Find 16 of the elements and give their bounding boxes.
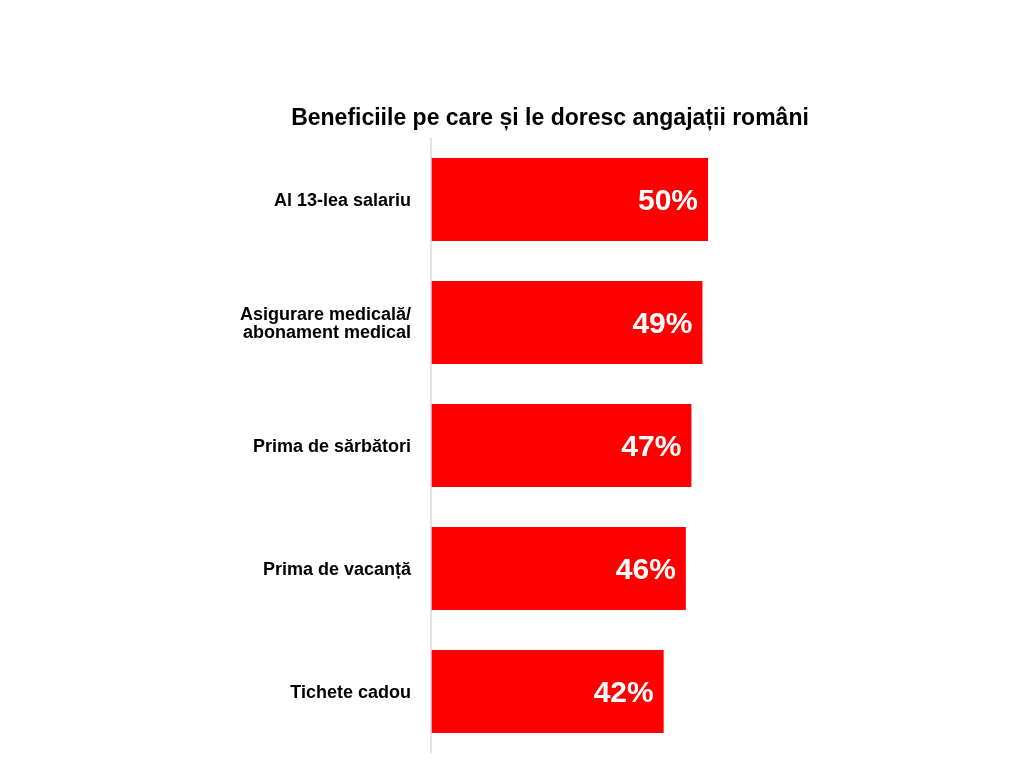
bar — [431, 527, 686, 610]
data-label: 47% — [621, 429, 682, 463]
y-tick-label: Prima de vacanță — [262, 558, 412, 579]
data-label: 46% — [615, 552, 676, 586]
y-tick-label: Al 13-lea salariu — [273, 189, 411, 210]
y-tick-label: Prima de sărbători — [252, 435, 411, 456]
bar — [431, 281, 703, 364]
chart-title: Beneficiile pe care și le doresc angajații români — [290, 103, 810, 133]
bar — [431, 404, 692, 487]
data-label: 49% — [632, 306, 693, 340]
bar — [431, 650, 664, 733]
y-tick-label: Tichete cadou — [290, 681, 411, 702]
bar — [431, 158, 708, 241]
y-tick-label: Asigurare medicală/ abonament medical — [239, 303, 411, 342]
data-label: 50% — [637, 183, 698, 217]
data-label: 42% — [593, 675, 654, 709]
